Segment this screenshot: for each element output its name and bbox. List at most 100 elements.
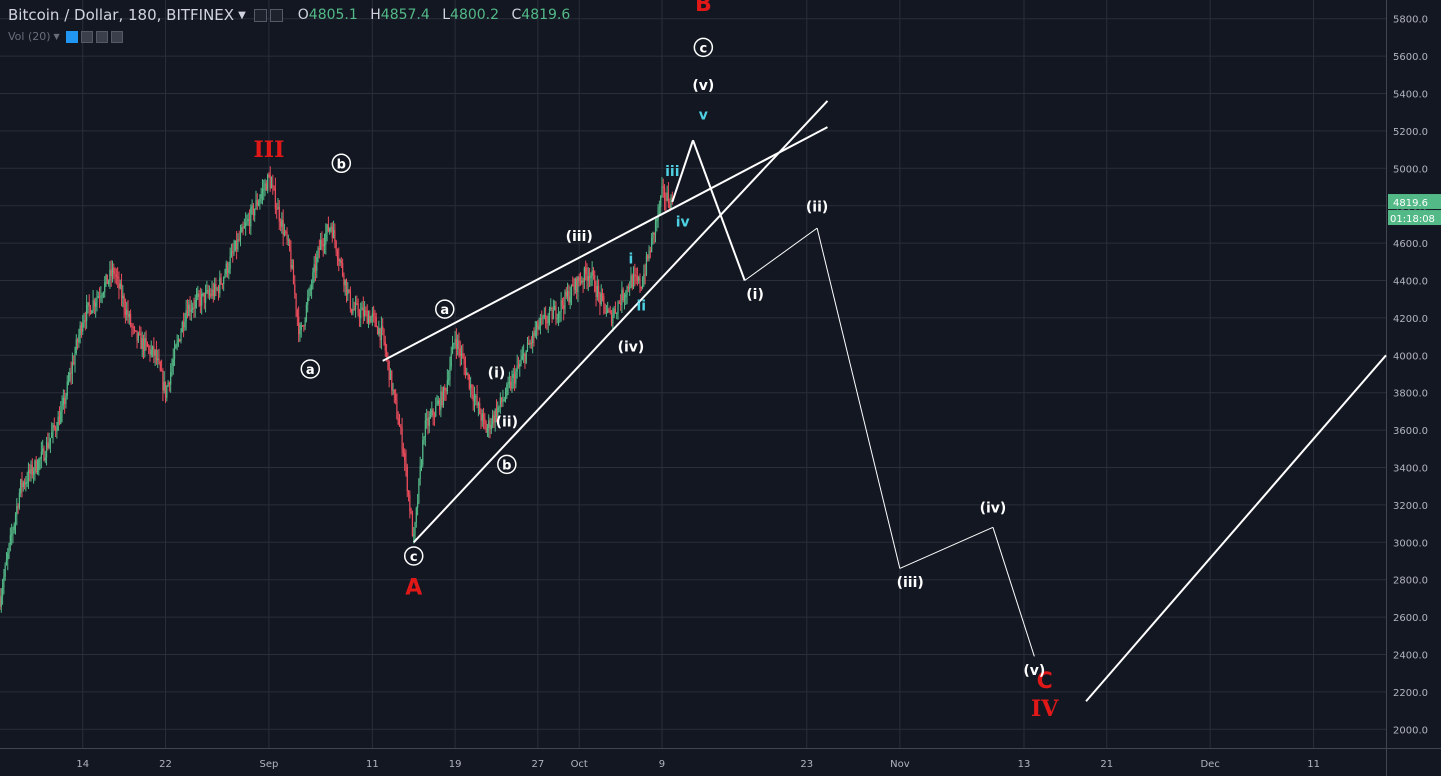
candle-body	[325, 232, 327, 245]
candle-body	[286, 231, 288, 240]
candle-body	[83, 320, 85, 323]
candle-body	[510, 381, 512, 389]
candle-body	[184, 321, 186, 328]
candle-body	[36, 470, 39, 473]
candle-body	[45, 442, 48, 458]
add-icon[interactable]	[95, 30, 108, 43]
wave-label-circle	[497, 454, 517, 475]
time-tick-label: Nov	[890, 759, 910, 770]
settings-icon[interactable]	[80, 30, 93, 43]
price-tick-label: 2400.0	[1393, 651, 1428, 662]
candle-body	[114, 273, 116, 276]
candle-body	[596, 285, 598, 297]
candle-body	[195, 296, 198, 301]
candle-body	[212, 289, 214, 297]
candle-body	[300, 325, 302, 331]
candle-body	[431, 409, 433, 416]
candle-body	[442, 387, 445, 406]
candle-body	[342, 263, 344, 275]
candle-body	[475, 396, 477, 398]
wave-label: iv	[676, 214, 690, 230]
candle-body	[136, 330, 138, 341]
candle-body	[397, 418, 399, 425]
candle-body	[182, 321, 185, 328]
time-tick-label: 27	[531, 759, 544, 770]
candle-body	[203, 292, 205, 303]
candle-body	[499, 397, 501, 406]
candle-body	[149, 347, 151, 355]
candle-body	[56, 430, 58, 432]
candle-body	[361, 307, 363, 311]
candle-body	[234, 240, 236, 251]
candle-body	[610, 312, 613, 324]
open-value: 4805.1	[308, 7, 358, 23]
candle-body	[181, 321, 183, 333]
wave-label: (ii)	[806, 199, 828, 215]
candle-body	[530, 342, 532, 344]
candle-body	[219, 277, 221, 294]
candle-body	[111, 268, 114, 277]
candle-body	[273, 186, 275, 189]
candle-body	[97, 296, 99, 298]
candle-body	[133, 327, 136, 331]
candle-body	[18, 493, 20, 508]
candle-body	[560, 300, 562, 312]
candle-body	[108, 280, 110, 285]
candle-body	[380, 326, 383, 341]
candle-body	[314, 264, 317, 271]
candle-body	[563, 305, 565, 310]
candle-body	[102, 292, 105, 296]
candle-body	[625, 294, 627, 298]
symbol-title[interactable]: Bitcoin / Dollar, 180, BITFINEX	[8, 6, 235, 24]
close-icon[interactable]	[110, 30, 123, 43]
candle-body	[259, 198, 261, 203]
open-label: O	[297, 7, 309, 23]
candle-body	[423, 437, 425, 441]
ohlc-values: O4805.1 H4857.4 L4800.2 C4819.6	[290, 7, 571, 23]
settings-icon[interactable]	[253, 8, 267, 22]
wave-label-circle	[331, 153, 352, 174]
candle-body	[251, 205, 253, 208]
candle-body	[44, 457, 46, 461]
candle-body	[525, 350, 527, 363]
chevron-down-icon[interactable]: ▼	[238, 9, 246, 21]
candle-body	[82, 322, 84, 332]
candle-body	[39, 458, 41, 460]
candle-body	[347, 289, 349, 295]
candle-body	[647, 255, 649, 259]
candle-body	[261, 189, 264, 194]
candle-body	[484, 417, 486, 424]
volume-label[interactable]: Vol (20)	[8, 30, 51, 43]
candle-body	[523, 353, 525, 356]
candle-body	[13, 524, 15, 531]
candle-body	[352, 308, 354, 314]
candle-body	[578, 276, 580, 282]
candle-body	[582, 280, 584, 283]
candle-body	[154, 350, 156, 356]
candle-body	[441, 391, 443, 406]
chevron-down-icon[interactable]: ▼	[53, 32, 60, 41]
candle-body	[666, 192, 668, 201]
candle-body	[69, 372, 71, 381]
candle-body	[211, 289, 213, 296]
candle-body	[224, 273, 226, 278]
candle-body	[422, 440, 424, 465]
candle-body	[145, 338, 147, 343]
candle-body	[662, 186, 664, 188]
candle-body	[362, 307, 364, 317]
candle-body	[599, 293, 601, 305]
candle-body	[8, 544, 10, 554]
candle-body	[497, 407, 499, 418]
candle-body	[449, 366, 451, 380]
candle-body	[144, 338, 146, 352]
candle-body	[214, 284, 216, 297]
candle-body	[428, 416, 430, 426]
time-tick-label: 14	[76, 759, 89, 770]
close-icon[interactable]	[269, 8, 283, 22]
candle-body	[626, 286, 628, 295]
eye-icon[interactable]	[65, 30, 78, 43]
candle-body	[338, 258, 340, 262]
time-tick-label: 11	[366, 759, 379, 770]
candle-body	[290, 249, 292, 269]
